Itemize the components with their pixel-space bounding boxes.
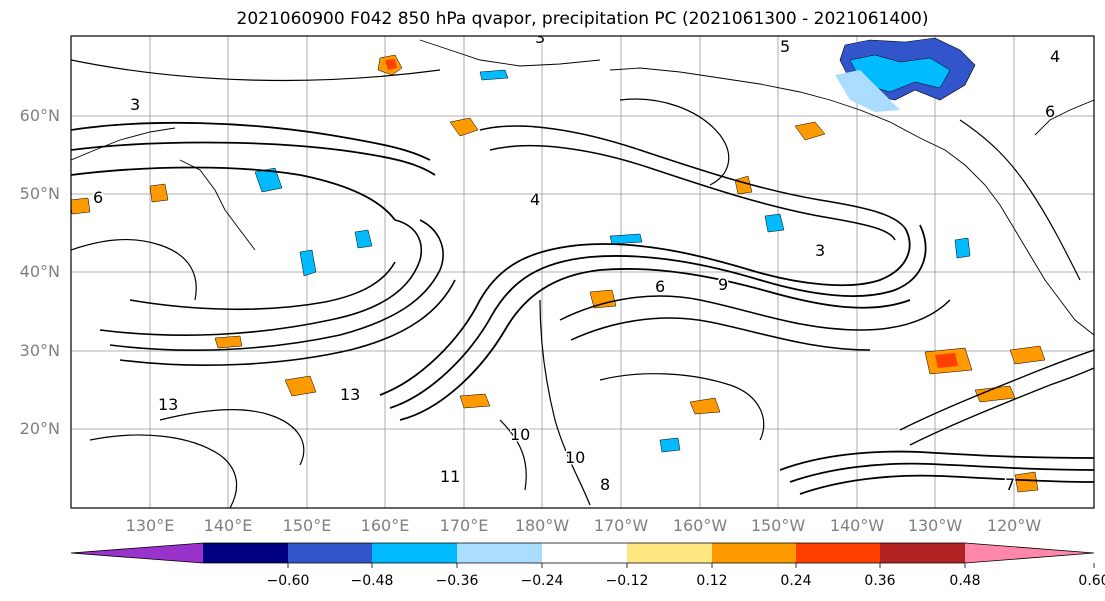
anomaly-patch-cyan xyxy=(479,69,509,81)
anomaly-patch-orange xyxy=(214,335,243,349)
anomaly-patch-red xyxy=(935,353,958,368)
longitude-label: 130°W xyxy=(907,516,963,535)
anomaly-patch-orange xyxy=(1014,471,1039,493)
longitude-label: 170°W xyxy=(593,516,649,535)
colorbar-segment xyxy=(203,543,288,563)
anomaly-patch-orange xyxy=(449,117,479,137)
contour-label: 6 xyxy=(655,277,665,296)
contour-label: 10 xyxy=(565,448,585,467)
colorbar-segment xyxy=(880,543,965,563)
colorbar-extend-min xyxy=(71,543,203,563)
anomaly-patch-orange xyxy=(284,375,317,397)
colorbar-segment xyxy=(288,543,372,563)
shaded-anomaly-patches xyxy=(71,37,1046,493)
longitude-label: 150°W xyxy=(750,516,806,535)
longitude-label: 140°W xyxy=(829,516,885,535)
colorbar-segment xyxy=(796,543,880,563)
latitude-label: 20°N xyxy=(19,419,60,438)
contour-label: 8 xyxy=(600,475,610,494)
colorbar-tick-label: 0.60 xyxy=(1078,573,1105,589)
colorbar-segment xyxy=(372,543,457,563)
anomaly-patch-orange xyxy=(1009,345,1046,365)
anomaly-patch-red xyxy=(385,59,397,70)
colorbar-segment xyxy=(542,543,627,563)
contour-label: 3 xyxy=(815,241,825,260)
contour-labels: 3 5 4 6 3 6 4 3 9 6 13 13 10 11 8 10 7 xyxy=(92,28,1062,496)
longitude-label: 170°E xyxy=(439,516,489,535)
colorbar-tick-label: −0.24 xyxy=(520,573,564,589)
latitude-label: 40°N xyxy=(19,262,60,281)
anomaly-patch-orange xyxy=(459,393,491,409)
latitude-label: 60°N xyxy=(19,106,60,125)
colorbar-tick-label: −0.60 xyxy=(266,573,310,589)
contour-label: 3 xyxy=(130,95,140,114)
contour-label: 7 xyxy=(1005,475,1015,494)
contour-label: 10 xyxy=(510,425,530,444)
longitude-label: 180°W xyxy=(514,516,570,535)
map-frame xyxy=(70,35,1095,509)
contour-label: 5 xyxy=(780,37,790,56)
colorbar-segment xyxy=(627,543,712,563)
colorbar-extend-max xyxy=(965,543,1094,563)
contour-label: 4 xyxy=(1050,47,1060,66)
longitude-label: 160°E xyxy=(360,516,410,535)
anomaly-patch-cyan xyxy=(954,237,971,259)
anomaly-patch-orange xyxy=(689,397,721,415)
colorbar-tick-label: −0.36 xyxy=(435,573,479,589)
colorbar-tick-label: 0.48 xyxy=(949,573,981,589)
anomaly-patch-cyan xyxy=(299,249,317,277)
latitude-label: 30°N xyxy=(19,341,60,360)
colorbar-tick-label: −0.48 xyxy=(350,573,394,589)
gridlines xyxy=(71,36,1094,508)
anomaly-patch-orange xyxy=(589,289,617,309)
colorbar-segment xyxy=(457,543,542,563)
anomaly-patch-cyan xyxy=(764,213,785,233)
longitude-label: 120°W xyxy=(986,516,1042,535)
anomaly-patch-orange xyxy=(71,197,91,215)
anomaly-patch-cyan xyxy=(354,229,373,249)
latitude-label: 50°N xyxy=(19,184,60,203)
anomaly-patch-cyan xyxy=(609,233,643,245)
colorbar-tick-label: 0.24 xyxy=(780,573,812,589)
contour-lines xyxy=(71,59,1094,508)
longitude-label: 130°E xyxy=(125,516,175,535)
anomaly-patch-cyan xyxy=(659,437,681,453)
contour-label: 3 xyxy=(535,28,545,47)
colorbar-tick-label: −0.12 xyxy=(605,573,649,589)
contour-label: 9 xyxy=(718,275,728,294)
colorbar-outline xyxy=(70,542,1095,564)
anomaly-patch-cyan xyxy=(254,167,283,193)
anomaly-patch-orange xyxy=(734,175,753,195)
map-title: 2021060900 F042 850 hPa qvapor, precipit… xyxy=(236,9,929,29)
contour-label: 6 xyxy=(1045,102,1055,121)
contour-label: 11 xyxy=(440,467,460,486)
colorbar-tick-label: 0.36 xyxy=(864,573,896,589)
longitude-label: 140°E xyxy=(203,516,253,535)
contour-label: 13 xyxy=(158,395,178,414)
longitude-label: 160°W xyxy=(672,516,728,535)
contour-label: 4 xyxy=(530,190,540,209)
colorbar-tick-label: 0.12 xyxy=(696,573,728,589)
anomaly-patch-lightblue xyxy=(835,70,900,112)
anomaly-patch-orange xyxy=(149,183,169,203)
anomaly-patch-orange xyxy=(794,121,826,141)
contour-label: 6 xyxy=(93,188,103,207)
colorbar-segment xyxy=(712,543,796,563)
longitude-label: 150°E xyxy=(282,516,332,535)
colorbar xyxy=(70,542,1095,568)
contour-label: 13 xyxy=(340,385,360,404)
